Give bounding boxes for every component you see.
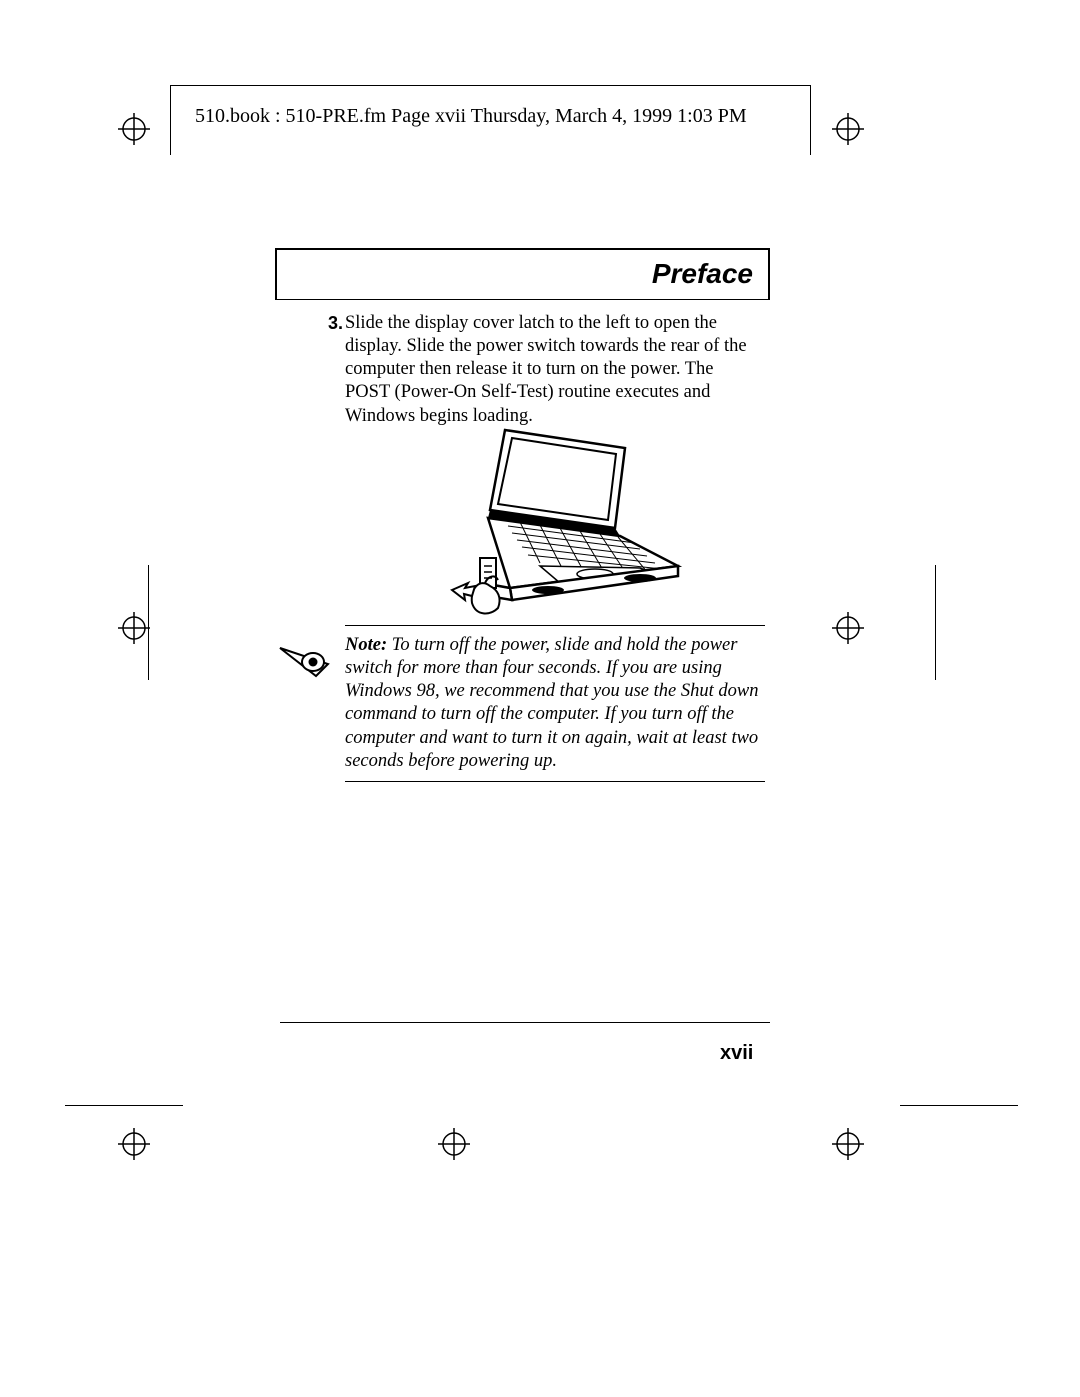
note-text: Note: To turn off the power, slide and h… [345,634,765,773]
section-header-frame: Preface [275,248,770,300]
crop-mark-icon [118,113,150,145]
step-3: 3. Slide the display cover latch to the … [345,312,760,428]
note-label: Note: [345,635,387,655]
header-text: 510.book : 510-PRE.fm Page xvii Thursday… [195,105,747,128]
section-title: Preface [652,258,753,290]
bottom-rule-right [900,1105,1018,1106]
page-number: xvii [720,1042,753,1065]
crop-mark-icon [118,612,150,644]
footer-rule [280,1022,770,1023]
note-body: To turn off the power, slide and hold th… [345,635,758,771]
mid-vline-left [148,565,149,680]
crop-mark-icon [438,1128,470,1160]
header-rule [170,85,810,86]
crop-mark-icon [832,612,864,644]
mid-vline-right [935,565,936,680]
crop-mark-icon [118,1128,150,1160]
step-number: 3. [328,312,343,335]
page-scan: 510.book : 510-PRE.fm Page xvii Thursday… [0,0,1080,1397]
eye-icon [278,638,332,683]
note-rule-bottom [345,781,765,782]
crop-mark-icon [832,113,864,145]
header-vline-right [810,85,811,155]
step-text: Slide the display cover latch to the lef… [345,313,747,426]
note-rule-top [345,625,765,626]
crop-mark-icon [832,1128,864,1160]
header-vline-left [170,85,171,155]
bottom-rule-left [65,1105,183,1106]
note-block: Note: To turn off the power, slide and h… [345,625,765,782]
laptop-illustration [440,418,685,618]
